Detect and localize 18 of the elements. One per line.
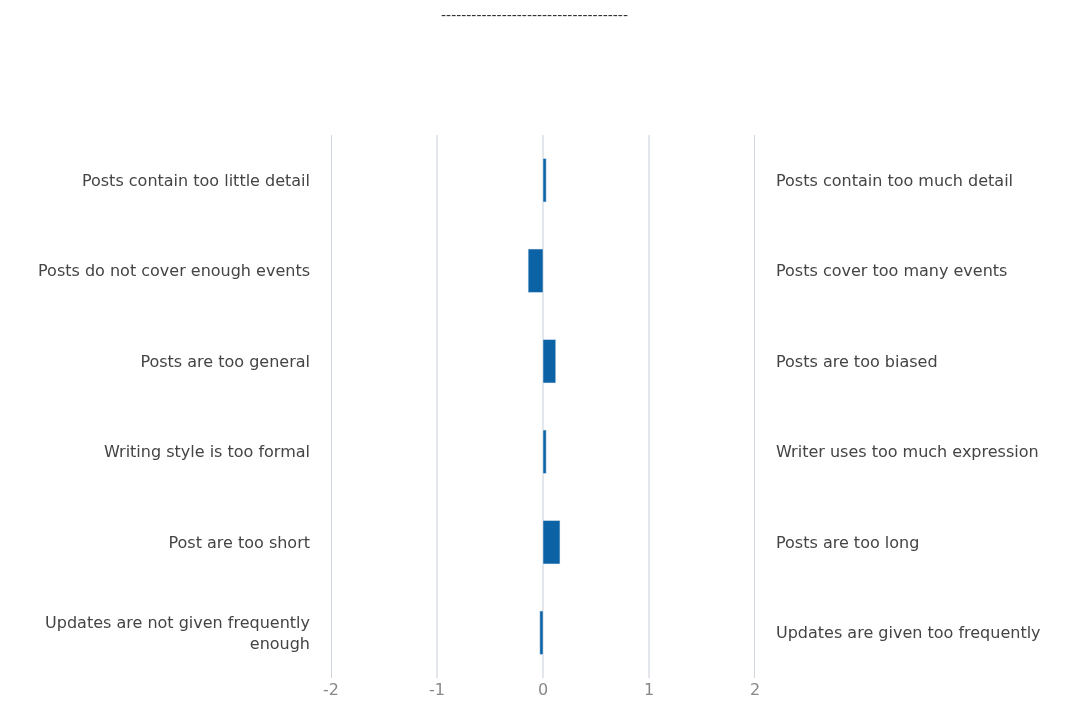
y-tick-label: Post are too short (168, 532, 310, 552)
x-tick-label: 2 (749, 680, 761, 699)
x-tick-label: -1 (429, 680, 445, 699)
y2-tick-label: Writer uses too much expression (776, 442, 1039, 462)
y-tick-label: Posts do not cover enough events (38, 261, 310, 281)
y2-tick-label: Posts are too biased (776, 351, 938, 371)
y2-tick-label: Posts cover too many events (776, 261, 1008, 281)
x-tick-label: 0 (537, 680, 549, 699)
y2-tick-label: Posts contain too much detail (776, 170, 1014, 190)
y2-tick-label: Posts are too long (776, 532, 920, 552)
chart-title: ------------------------------------- (441, 7, 628, 24)
y2-tick-label: Updates are given too frequently (776, 623, 1041, 643)
y-tick-label: Posts contain too little detail (81, 170, 310, 190)
y-tick-label: Posts are too general (140, 351, 310, 371)
y-tick-label: Updates are not given frequently enough (45, 612, 310, 653)
x-tick-label: 1 (643, 680, 655, 699)
y-tick-label: Writing style is too formal (103, 442, 310, 462)
x-tick-label: -2 (323, 680, 339, 699)
